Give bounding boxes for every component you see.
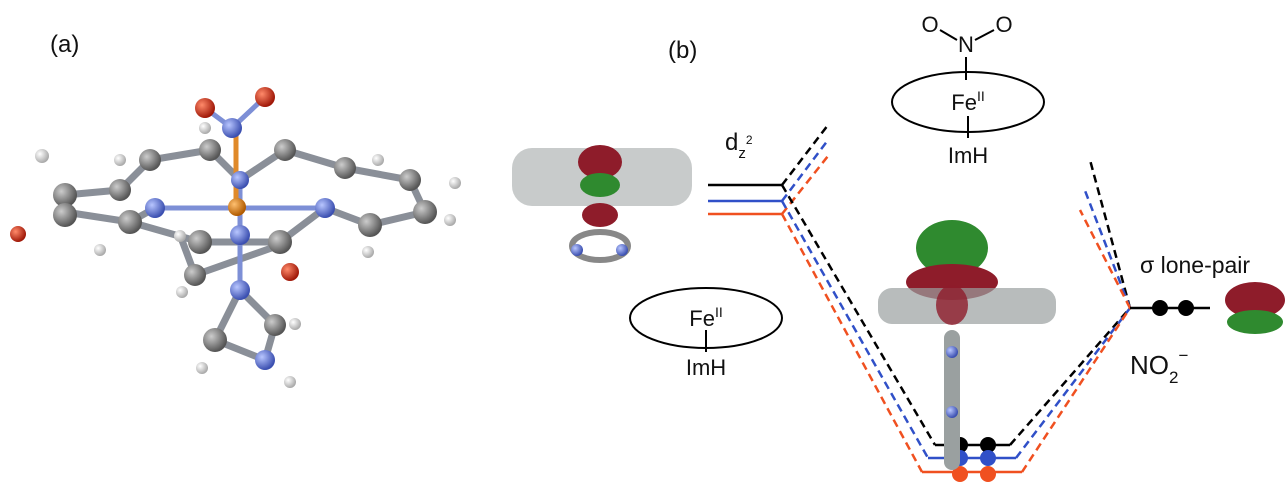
label-part: − [1178, 346, 1188, 365]
label-part: 2 [1169, 368, 1178, 387]
orbital-left [512, 145, 692, 260]
fe-complex: FeII ImH [630, 288, 782, 380]
figure: (a) (b) [0, 0, 1287, 482]
ligand-label: ImH [686, 355, 726, 380]
orbital-center [878, 220, 1056, 470]
label-part: II [715, 304, 723, 320]
label-part: d [725, 129, 738, 156]
label-part: II [977, 88, 985, 104]
label-part: Fe [951, 90, 977, 115]
orbital-right [1225, 282, 1285, 334]
fe-no2-complex: O N O FeII ImH [892, 12, 1044, 168]
atom-label: O [921, 12, 938, 37]
ligand-label: ImH [948, 143, 988, 168]
lone-pair-label: σ lone-pair [1140, 252, 1250, 278]
label-part: Fe [689, 306, 715, 331]
label-part: 2 [746, 133, 753, 147]
label-part: z [738, 145, 746, 162]
metal-label: FeII [689, 304, 722, 331]
nitrite-label: NO2− [1130, 346, 1188, 387]
panel-label: (b) [668, 37, 697, 64]
atom-label: O [995, 12, 1012, 37]
orbital-label: dz2 [725, 129, 753, 162]
molecule [10, 87, 461, 388]
metal-label: FeII [951, 88, 984, 115]
atom-label: N [958, 32, 974, 57]
label-part: NO [1130, 350, 1169, 380]
panel-label: (a) [50, 31, 79, 58]
